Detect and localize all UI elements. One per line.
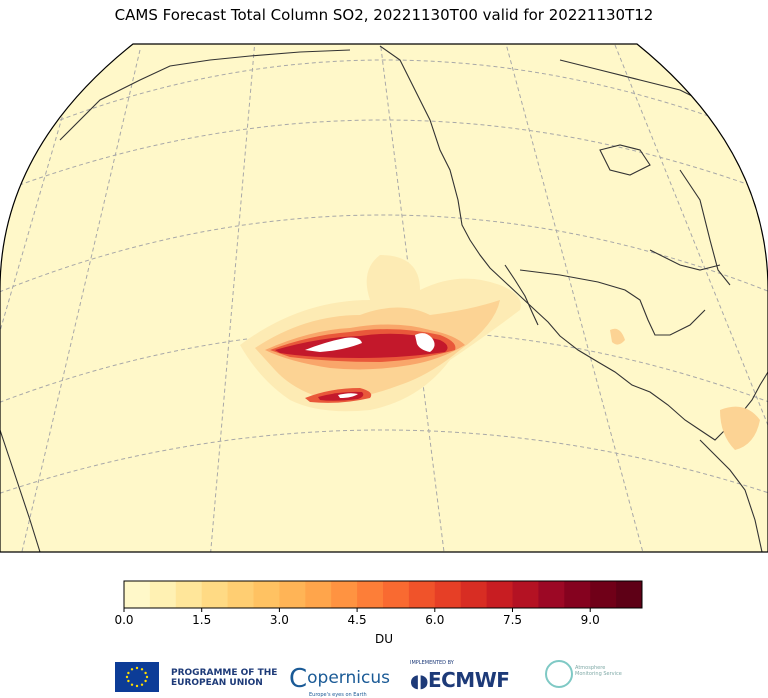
- colorbar-cell: [253, 581, 280, 608]
- graticule-line: [0, 89, 71, 401]
- colorbar-cell: [201, 581, 229, 608]
- graticule-line: [0, 214, 768, 301]
- eu-programme-text: PROGRAMME OF THE EUROPEAN UNION: [171, 668, 278, 688]
- colorbar-unit-label: DU: [374, 632, 394, 646]
- colorbar-cell: [408, 581, 436, 608]
- west-edge-coast: [0, 429, 41, 552]
- colorbar-tick-label: 0.0: [114, 613, 134, 627]
- colorbar-cell: [616, 581, 643, 608]
- plume-core-b: [415, 333, 435, 352]
- north-america-coast: [379, 45, 768, 441]
- graticule-line: [19, 49, 141, 552]
- plume-core-c: [338, 393, 358, 398]
- ecmwf-logo: ◖◗ECMWF: [410, 668, 510, 692]
- mexico-coast: [519, 269, 706, 336]
- ecmwf-implemented-text: IMPLEMENTED BY: [410, 660, 454, 666]
- colorbar-tick-label: 4.5: [347, 613, 367, 627]
- atmosphere-service-text: Atmosphere Monitoring Service: [575, 665, 622, 677]
- eu-flag-icon: [115, 662, 159, 692]
- colorbar-cell: [149, 581, 177, 608]
- graticule-line: [504, 44, 646, 552]
- graticule-line: [0, 329, 768, 411]
- east-coast: [679, 169, 731, 286]
- colorbar-tick-label: 1.5: [192, 613, 212, 627]
- colorbar-tick-label: 7.5: [502, 613, 523, 627]
- colorbar-cell: [590, 581, 617, 608]
- copernicus-wordmark: opernicus: [307, 668, 390, 688]
- plume-level-5: [275, 333, 448, 358]
- graticule-line: [59, 59, 721, 121]
- colorbar-cell: [305, 581, 332, 608]
- colorbar-cell: [383, 581, 410, 608]
- graticule: [0, 44, 768, 552]
- graticule-line: [0, 429, 768, 501]
- colorbar-tick-label: 9.0: [580, 613, 600, 627]
- graticule-line: [209, 44, 256, 552]
- graticule-line: [614, 44, 768, 481]
- great-lakes: [599, 144, 651, 176]
- colorbar-cell: [124, 581, 151, 608]
- colorbar-frame: [123, 580, 643, 609]
- alaska-coast: [59, 49, 351, 141]
- logo-footer: PROGRAMME OF THE EUROPEAN UNION Copernic…: [0, 656, 768, 698]
- graticule-line: [0, 119, 768, 201]
- plume-mexico: [610, 328, 625, 345]
- colorbar-cell: [434, 581, 462, 608]
- colorbar-cell: [227, 581, 254, 608]
- atmosphere-service-icon: [545, 660, 573, 688]
- colorbar-cell: [279, 581, 306, 608]
- south-america-coast: [699, 439, 763, 552]
- plume-core-a: [305, 337, 362, 352]
- map-title: CAMS Forecast Total Column SO2, 20221130…: [114, 6, 654, 24]
- colorbar-cell: [331, 581, 358, 608]
- colorbar-cell: [564, 581, 591, 608]
- so2-plume: [240, 255, 760, 450]
- colorbar-cell: [486, 581, 513, 608]
- colorbar-tick-label: 6.0: [425, 613, 445, 627]
- baja-coast: [504, 264, 539, 326]
- gulf-coast: [649, 249, 721, 271]
- plume-andes: [720, 406, 760, 450]
- colorbar-cell: [460, 581, 488, 608]
- colorbar-cell: [538, 581, 565, 608]
- colorbar-cell: [357, 581, 384, 608]
- colorbar-tick-label: 3.0: [269, 613, 289, 627]
- colorbar-cell: [175, 581, 203, 608]
- map-frame: [0, 43, 768, 553]
- ecmwf-wordmark: ECMWF: [427, 668, 510, 692]
- colorbar-cell: [512, 581, 539, 608]
